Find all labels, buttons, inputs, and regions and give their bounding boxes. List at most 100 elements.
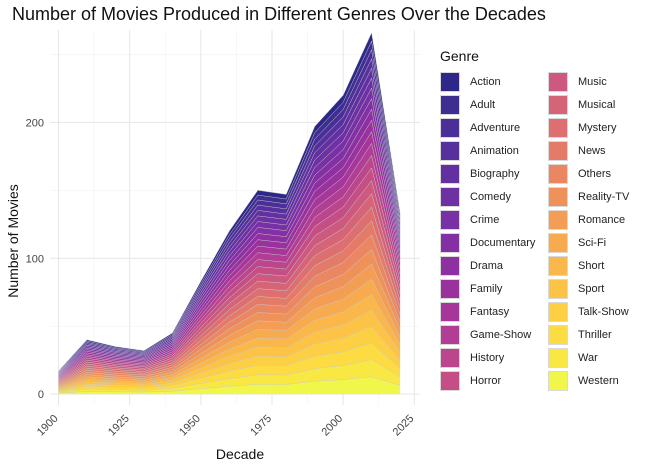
legend-swatch <box>440 209 460 230</box>
y-tick-label: 100 <box>26 253 44 265</box>
legend-swatch <box>548 278 568 299</box>
legend-label: Drama <box>470 259 504 272</box>
area-boundary-line <box>58 119 401 377</box>
legend-label: Crime <box>470 213 500 226</box>
stacked-areas <box>58 32 401 395</box>
area-boundary-line <box>58 248 401 386</box>
legend-swatch <box>440 163 460 184</box>
x-tick-label: 1975 <box>248 413 274 439</box>
legend-label: Adult <box>470 98 496 111</box>
legend-label: Western <box>578 374 619 387</box>
legend-item-western: Western <box>548 369 647 392</box>
legend-item-news: News <box>548 139 647 162</box>
area-boundary-line <box>58 167 401 380</box>
legend-item-adventure: Adventure <box>440 116 548 139</box>
area-boundary-line <box>58 294 401 389</box>
area-boundary-line <box>58 87 401 375</box>
legend-item-family: Family <box>440 277 548 300</box>
area-boundary-line <box>58 97 401 376</box>
area-boundary-line <box>58 220 401 384</box>
legend-label: Game-Show <box>470 328 532 341</box>
legend-item-history: History <box>440 346 548 369</box>
legend-swatch <box>440 94 460 115</box>
legend-item-documentary: Documentary <box>440 231 548 254</box>
legend-swatch <box>440 71 460 92</box>
legend-swatch <box>440 301 460 322</box>
area-series-reality-tv <box>58 249 401 386</box>
area-boundaries <box>58 31 401 394</box>
legend-label: Biography <box>470 167 520 180</box>
legend-item-horror: Horror <box>440 369 548 392</box>
area-boundary-line <box>58 58 401 373</box>
area-boundary-line <box>58 31 401 372</box>
area-series-sci-fi <box>58 279 401 388</box>
legend-swatch <box>548 94 568 115</box>
x-tick-label: 1925 <box>106 413 132 439</box>
legend-item-thriller: Thriller <box>548 323 647 346</box>
legend-label: Music <box>578 75 607 88</box>
x-tick-label: 2025 <box>391 413 417 439</box>
legend-swatch <box>548 255 568 276</box>
legend-item-music: Music <box>548 70 647 93</box>
legend-item-comedy: Comedy <box>440 185 548 208</box>
legend-swatch <box>440 117 460 138</box>
legend-swatch <box>548 209 568 230</box>
legend-swatch <box>548 163 568 184</box>
y-tick-label: 0 <box>38 389 44 401</box>
area-boundary-line <box>58 326 401 391</box>
area-boundary-line <box>58 206 401 383</box>
legend-label: Sci-Fi <box>578 236 607 249</box>
area-boundary-line <box>58 67 401 374</box>
legend-label: Others <box>578 167 612 180</box>
legend-label: Mystery <box>578 121 617 134</box>
area-boundary-line <box>58 77 401 375</box>
x-axis-title: Decade <box>216 446 264 462</box>
legend-swatch <box>548 347 568 368</box>
legend-label: Short <box>578 259 605 272</box>
area-series-western <box>58 376 401 395</box>
legend-swatch <box>440 186 460 207</box>
y-tick-label: 200 <box>26 117 44 129</box>
legend-label: Romance <box>578 213 626 226</box>
x-tick-label: 1900 <box>35 413 61 439</box>
legend-swatch <box>548 370 568 391</box>
legend-item-reality-tv: Reality-TV <box>548 185 647 208</box>
area-boundary-line <box>58 278 401 388</box>
area-boundary-line <box>58 48 401 373</box>
legend-label: Talk-Show <box>578 305 629 318</box>
legend-item-action: Action <box>440 70 548 93</box>
legend-item-talk-show: Talk-Show <box>548 300 647 323</box>
legend-item-sport: Sport <box>548 277 647 300</box>
area-boundary-line <box>58 131 401 378</box>
area-boundary-line <box>58 108 401 377</box>
legend-item-crime: Crime <box>440 208 548 231</box>
legend-label: Family <box>470 282 503 295</box>
legend-label: Comedy <box>470 190 511 203</box>
area-series-news <box>58 220 401 384</box>
area-boundary-line <box>58 154 401 380</box>
legend-label: Fantasy <box>470 305 510 318</box>
legend-swatch <box>548 140 568 161</box>
area-boundary-line <box>58 193 401 382</box>
legend-item-animation: Animation <box>440 139 548 162</box>
legend: Genre Action Adult Adventure Animation Biogr… <box>440 48 647 392</box>
area-boundary-line <box>58 234 401 385</box>
legend-column-1: Action Adult Adventure Animation Biography Co… <box>440 70 548 392</box>
x-tick-label: 2000 <box>319 413 345 439</box>
area-series-romance <box>58 264 401 387</box>
legend-item-musical: Musical <box>548 93 647 116</box>
legend-label: News <box>578 144 606 157</box>
legend-label: Documentary <box>470 236 536 249</box>
legend-swatch <box>440 347 460 368</box>
legend-label: Adventure <box>470 121 521 134</box>
legend-item-sci-fi: Sci-Fi <box>548 231 647 254</box>
legend-item-war: War <box>548 346 647 369</box>
legend-swatch <box>440 324 460 345</box>
legend-swatch <box>548 71 568 92</box>
legend-item-adult: Adult <box>440 93 548 116</box>
legend-label: Action <box>470 75 501 88</box>
x-tick-label: 1950 <box>177 413 203 439</box>
chart-title: Number of Movies Produced in Different G… <box>12 4 546 24</box>
area-boundary-line <box>58 263 401 387</box>
legend-swatch <box>440 278 460 299</box>
